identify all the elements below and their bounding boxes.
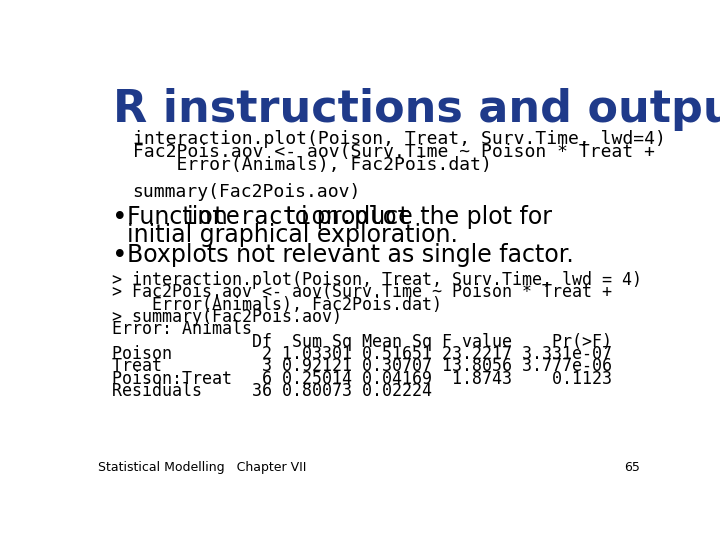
Text: > Fac2Pois.aov <- aov(Surv.Time ~ Poison * Treat +: > Fac2Pois.aov <- aov(Surv.Time ~ Poison…	[112, 284, 612, 301]
Text: Poison         2 1.03301 0.51651 23.2217 3.331e-07: Poison 2 1.03301 0.51651 23.2217 3.331e-…	[112, 345, 612, 363]
Text: Fac2Pois.aov <- aov(Surv.Time ~ Poison * Treat +: Fac2Pois.aov <- aov(Surv.Time ~ Poison *…	[132, 143, 654, 161]
Text: Df  Sum Sq Mean Sq F value    Pr(>F): Df Sum Sq Mean Sq F value Pr(>F)	[112, 333, 612, 351]
Text: •: •	[112, 244, 127, 269]
Text: summary(Fac2Pois.aov): summary(Fac2Pois.aov)	[132, 183, 361, 201]
Text: •: •	[112, 205, 127, 231]
Text: 65: 65	[624, 462, 640, 475]
Text: Treat          3 0.92121 0.30707 13.8056 3.777e-06: Treat 3 0.92121 0.30707 13.8056 3.777e-0…	[112, 357, 612, 375]
Text: interaction.plot(Poison, Treat, Surv.Time, lwd=4): interaction.plot(Poison, Treat, Surv.Tim…	[132, 130, 665, 148]
Text: Error(Animals), Fac2Pois.dat): Error(Animals), Fac2Pois.dat)	[132, 157, 492, 174]
Text: Error(Animals), Fac2Pois.dat): Error(Animals), Fac2Pois.dat)	[112, 296, 441, 314]
Text: > interaction.plot(Poison, Treat, Surv.Time, lwd = 4): > interaction.plot(Poison, Treat, Surv.T…	[112, 271, 642, 289]
Text: R instructions and output: R instructions and output	[113, 88, 720, 131]
Text: Residuals     36 0.80073 0.02224: Residuals 36 0.80073 0.02224	[112, 382, 432, 400]
Text: initial graphical exploration.: initial graphical exploration.	[127, 222, 458, 247]
Text: Statistical Modelling   Chapter VII: Statistical Modelling Chapter VII	[98, 462, 306, 475]
Text: > summary(Fac2Pois.aov): > summary(Fac2Pois.aov)	[112, 308, 342, 326]
Text: Poison:Treat   6 0.25014 0.04169  1.8743    0.1123: Poison:Treat 6 0.25014 0.04169 1.8743 0.…	[112, 370, 612, 388]
Text: Boxplots not relevant as single factor.: Boxplots not relevant as single factor.	[127, 244, 574, 267]
Text: to produce the plot for: to produce the plot for	[279, 205, 552, 229]
Text: interaction.plot: interaction.plot	[183, 205, 411, 229]
Text: Function: Function	[127, 205, 235, 229]
Text: Error: Animals: Error: Animals	[112, 320, 252, 339]
